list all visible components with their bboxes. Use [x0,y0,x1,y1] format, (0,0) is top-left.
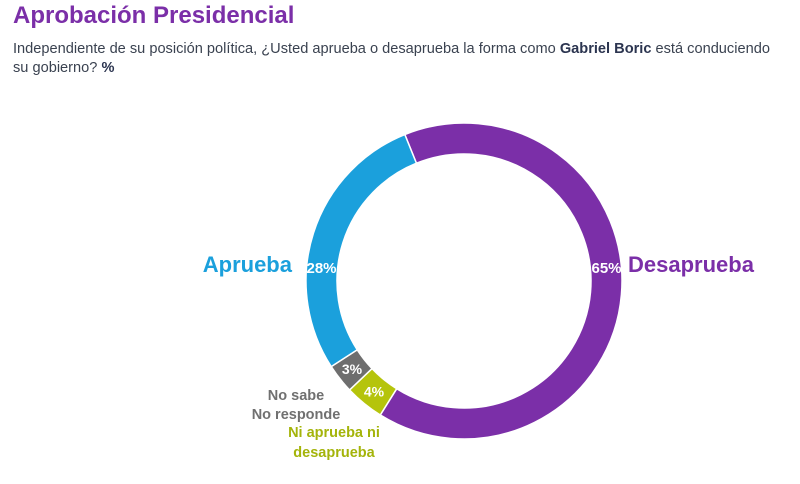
slice-aprueba [305,133,418,368]
chart-subtitle: Independiente de su posición política, ¿… [13,40,788,78]
category-label-ni-aprueba-ni-desaprueba: Ni aprueba ni desaprueba [288,425,380,461]
subtitle-text: Independiente de su posición política, ¿… [13,41,560,57]
category-label-desaprueba: Desaprueba [628,252,755,277]
value-label-desaprueba: 65% [591,260,621,277]
chart-title: Aprobación Presidencial [13,2,295,29]
value-label-no-sabe-no-responde: 3% [342,361,363,377]
value-label-aprueba: 28% [306,260,336,277]
subtitle-text-end: está conduciendo su gobierno? [13,41,770,76]
value-label-ni-aprueba-ni-desaprueba: 4% [364,383,385,399]
slice-desaprueba [379,122,623,440]
category-label-aprueba: Aprueba [203,252,293,277]
subtitle-president-name: Gabriel Boric [559,41,652,57]
subtitle-unit: % [101,60,115,76]
category-label-no-sabe-no-responde: No sabe No responde [252,388,341,423]
